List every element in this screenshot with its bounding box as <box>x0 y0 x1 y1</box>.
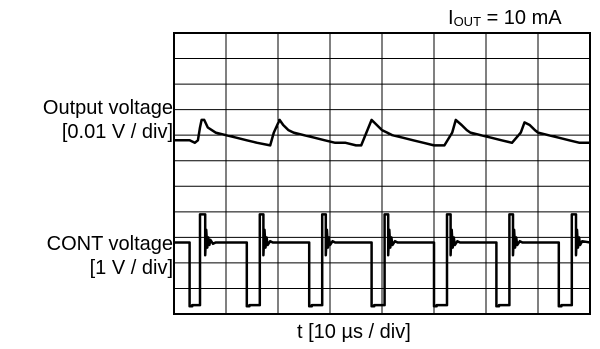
output-voltage-scale: [0.01 V / div] <box>61 121 173 143</box>
cont-voltage-name: CONT voltage <box>46 233 173 255</box>
output-voltage-label: Output voltage [0.01 V / div] <box>43 96 173 144</box>
load-condition-label: IOUT = 10 mA <box>448 6 562 34</box>
condition-prefix: I <box>448 7 454 29</box>
output-voltage-trace <box>174 118 590 147</box>
plot-frame <box>173 32 591 315</box>
cont-voltage-trace <box>174 213 591 308</box>
condition-rest: = 10 mA <box>481 7 562 29</box>
cont-voltage-scale: [1 V / div] <box>89 257 173 279</box>
condition-subscript: OUT <box>453 14 482 29</box>
plot-grid <box>173 32 591 315</box>
output-voltage-name: Output voltage <box>42 97 173 119</box>
time-axis-label: t [10 µs / div] <box>297 321 411 343</box>
cont-voltage-label: CONT voltage [1 V / div] <box>47 232 173 280</box>
plot-traces <box>174 118 591 308</box>
